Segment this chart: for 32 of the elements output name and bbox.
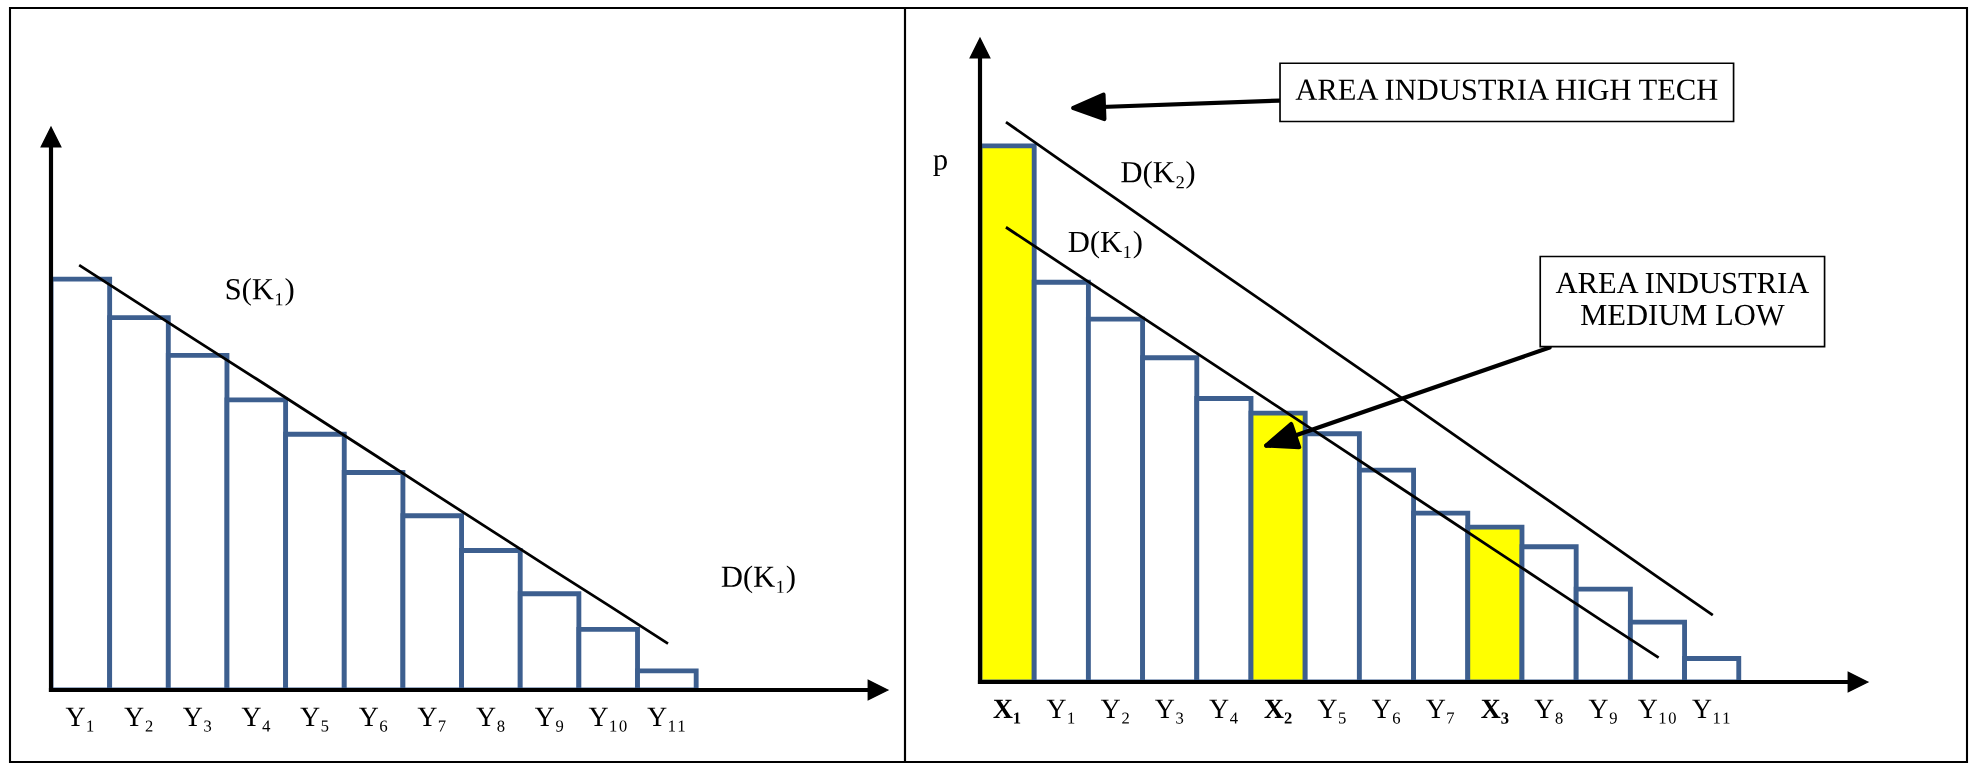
x-tick-label: Y₆ <box>1371 699 1401 724</box>
x-tick-label: Y₁₁ <box>647 707 685 732</box>
x-tick-label: X₃ <box>1481 699 1509 724</box>
x-tick-label: Y₂ <box>1100 699 1129 724</box>
x-tick-label: Y₄ <box>241 707 271 732</box>
x-tick-label: Y₄ <box>1209 699 1238 724</box>
x-tick-label: Y₅ <box>1317 699 1346 724</box>
x-tick-label: X₂ <box>1264 699 1292 724</box>
annotation: AREA INDUSTRIA MEDIUM LOW <box>1555 272 1810 326</box>
series-label: D(K₂) <box>1121 160 1195 189</box>
x-tick-label: Y₁ <box>65 707 94 732</box>
x-tick-label: Y₁₁ <box>1692 699 1730 724</box>
x-tick-label: Y₃ <box>183 707 212 732</box>
x-tick-label: Y₉ <box>1588 699 1617 724</box>
x-tick-label: Y₃ <box>1155 699 1184 724</box>
x-tick-label: Y₈ <box>1534 699 1563 724</box>
text: AREA INDUSTRIA HIGH TECH <box>1295 79 1718 101</box>
x-tick-label: Y₉ <box>534 707 564 732</box>
x-tick-label: Y₆ <box>359 707 388 732</box>
x-tick-label: Y₂ <box>124 707 153 732</box>
text: D(K₁) <box>721 565 795 594</box>
x-tick-label: Y₁₀ <box>1638 699 1676 724</box>
x-tick-label: Y₅ <box>300 707 329 732</box>
annotation: S(K₁) <box>226 277 294 306</box>
x-tick-label: Y₇ <box>1426 699 1455 724</box>
x-tick-label: X₁ <box>993 699 1021 724</box>
x-tick-label: Y₁₀ <box>588 707 627 732</box>
x-tick-label: Y₁ <box>1046 699 1075 724</box>
series-label: D(K₁) <box>1068 230 1142 259</box>
x-tick-label: Y₈ <box>476 707 505 732</box>
x-tick-label: Y₇ <box>417 707 446 732</box>
y-axis-title: p <box>933 155 947 176</box>
